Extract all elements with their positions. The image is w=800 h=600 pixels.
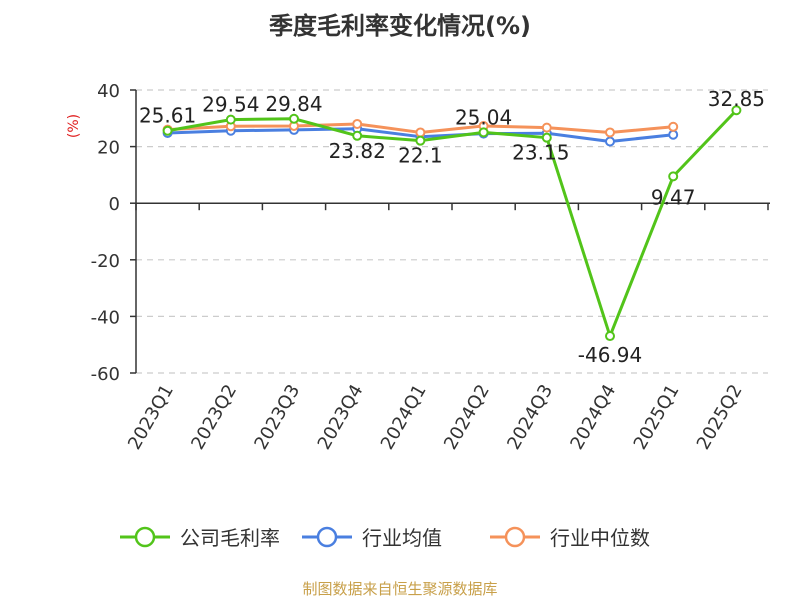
data-label: 32.85 [708, 87, 765, 111]
data-label: 25.04 [455, 105, 512, 129]
x-tick-label: 2024Q3 [503, 381, 557, 453]
data-label: 23.15 [512, 141, 569, 165]
y-tick-label: 20 [97, 138, 120, 159]
legend-swatch-marker [316, 526, 338, 548]
data-point [352, 130, 363, 141]
data-point [541, 132, 552, 143]
data-label: 29.54 [202, 93, 259, 117]
x-tick-label: 2025Q1 [630, 381, 684, 453]
data-label: 22.1 [398, 144, 443, 168]
data-label: 9.47 [651, 185, 696, 209]
data-point [415, 127, 426, 138]
x-tick-label: 2023Q4 [314, 381, 368, 453]
data-point [289, 113, 299, 124]
x-tick-label: 2024Q4 [566, 381, 620, 453]
legend-swatch-marker [504, 526, 526, 548]
data-point [731, 105, 742, 116]
data-label: 25.61 [139, 104, 196, 128]
x-tick-label: 2025Q2 [693, 381, 747, 453]
y-tick-label: 40 [97, 81, 120, 102]
data-point [605, 331, 615, 342]
data-point [605, 136, 615, 147]
chart-title: 季度毛利率变化情况(%) [269, 12, 531, 40]
x-tick-label: 2023Q1 [124, 381, 178, 453]
series-line [167, 109, 738, 338]
legend-label: 公司毛利率 [180, 526, 280, 550]
x-tick-label: 2023Q2 [187, 381, 241, 453]
legend-label: 行业均值 [362, 526, 442, 550]
y-tick-label: -20 [91, 251, 120, 272]
data-point [668, 129, 679, 140]
y-tick-label: -40 [91, 307, 120, 328]
legend-label: 行业中位数 [550, 526, 650, 550]
x-tick-label: 2024Q1 [377, 381, 431, 453]
data-point [668, 171, 679, 182]
series-layer [162, 105, 742, 342]
legend: 公司毛利率 行业均值 行业中位数 [120, 526, 650, 550]
x-tick-label: 2024Q2 [440, 381, 494, 453]
x-tick-label: 2023Q3 [250, 381, 304, 453]
y-unit-label: (%) [66, 114, 82, 138]
data-point [541, 122, 552, 133]
source-note: 制图数据来自恒生聚源数据库 [302, 580, 497, 598]
data-point [352, 118, 363, 129]
data-label: -46.94 [578, 343, 642, 367]
data-point [605, 127, 615, 138]
y-tick-label: 0 [109, 194, 120, 215]
data-point [225, 114, 236, 125]
data-point [162, 125, 173, 136]
y-tick-label: -60 [91, 364, 120, 385]
data-point [478, 127, 489, 138]
data-label: 23.82 [329, 139, 386, 163]
legend-swatch-marker [134, 526, 156, 548]
data-point [415, 135, 426, 146]
data-label: 29.84 [265, 92, 322, 116]
data-point [668, 121, 679, 132]
